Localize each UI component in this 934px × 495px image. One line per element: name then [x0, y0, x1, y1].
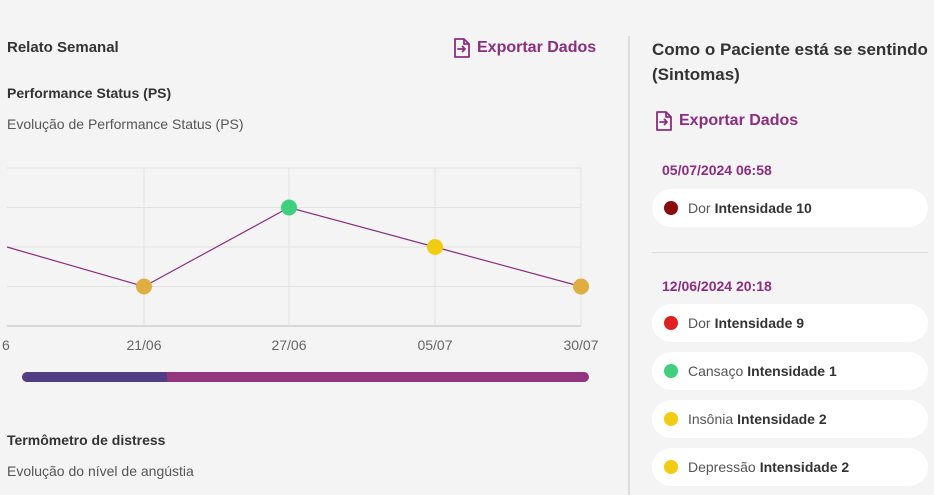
x-tick-label: 27/06 — [271, 337, 306, 353]
ps-title: Performance Status (PS) — [7, 85, 172, 101]
ps-chart-svg: 6 21/06 27/06 05/07 30/07 — [2, 167, 599, 353]
symptom-date: 05/07/2024 06:58 — [662, 162, 772, 178]
symptom-item[interactable]: Dor Intensidade 9 — [652, 304, 928, 342]
symptom-item[interactable]: Cansaço Intensidade 1 — [652, 352, 928, 390]
ps-chart: 6 21/06 27/06 05/07 30/07 — [0, 160, 628, 360]
weekly-report-panel: Relato Semanal Exportar Dados Performanc… — [0, 38, 628, 479]
data-point — [136, 278, 152, 295]
data-point — [427, 239, 443, 255]
symptom-item[interactable]: Depressão Intensidade 2 — [652, 448, 928, 486]
symptom-name: Depressão — [688, 459, 756, 475]
symptom-intensity: Intensidade 2 — [737, 411, 827, 427]
symptoms-title: Como o Paciente está se sentindo (Sintom… — [652, 40, 928, 84]
export-file-icon — [656, 111, 672, 131]
distress-description: Evolução do nível de angústia — [7, 463, 194, 479]
data-point — [573, 278, 589, 295]
x-tick-label: 30/07 — [563, 337, 598, 353]
symptom-name: Dor — [688, 200, 711, 216]
symptom-intensity: Intensidade 10 — [714, 200, 812, 216]
symptom-item[interactable]: Dor Intensidade 10 — [652, 189, 928, 227]
symptoms-export-button[interactable]: Exportar Dados — [655, 111, 798, 131]
symptom-name: Dor — [688, 315, 711, 331]
chart-scrollbar[interactable] — [22, 372, 589, 382]
severity-dot — [664, 412, 678, 426]
data-point — [281, 199, 297, 216]
group-separator — [652, 252, 928, 253]
x-tick-label: 05/07 — [417, 337, 452, 353]
export-data-label: Exportar Dados — [477, 39, 597, 56]
symptom-name: Cansaço — [688, 363, 744, 379]
export-file-icon — [454, 38, 470, 58]
x-tick-label: 21/06 — [126, 337, 161, 353]
symptom-intensity: Intensidade 1 — [747, 363, 837, 379]
symptoms-panel: Como o Paciente está se sentindo (Sintom… — [630, 0, 934, 495]
severity-dot — [664, 201, 678, 215]
weekly-report-title: Relato Semanal — [7, 39, 119, 56]
export-data-label: Exportar Dados — [679, 112, 799, 129]
severity-dot — [664, 364, 678, 378]
chart-scrollbar-thumb[interactable] — [22, 372, 167, 382]
symptom-name: Insônia — [688, 411, 734, 427]
symptom-intensity: Intensidade 2 — [759, 459, 850, 475]
distress-title: Termômetro de distress — [7, 432, 166, 448]
symptom-intensity: Intensidade 9 — [714, 315, 805, 331]
severity-dot — [664, 460, 678, 474]
symptom-item[interactable]: Insônia Intensidade 2 — [652, 400, 928, 438]
panel-divider — [628, 36, 630, 495]
severity-dot — [664, 316, 678, 330]
export-data-button[interactable]: Exportar Dados — [453, 38, 596, 58]
x-tick-label: 6 — [2, 337, 10, 353]
symptom-date: 12/06/2024 20:18 — [662, 278, 772, 294]
ps-description: Evolução de Performance Status (PS) — [7, 116, 244, 132]
